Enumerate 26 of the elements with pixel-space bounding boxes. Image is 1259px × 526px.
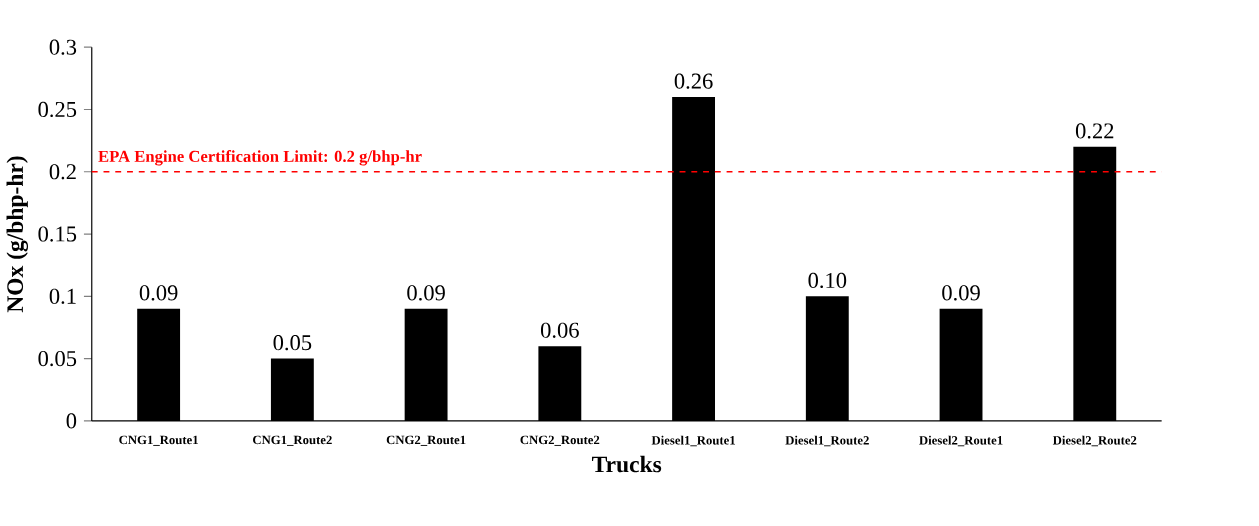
- y-tick-label: 0.2: [49, 164, 76, 180]
- y-tick-label: 0.1: [49, 288, 76, 304]
- data-label: 0.09: [407, 285, 445, 301]
- y-tick-label: 0: [66, 413, 77, 429]
- x-tick-label: Diesel1_Route1: [651, 435, 736, 447]
- x-tick-label: CNG1_Route1: [119, 435, 198, 446]
- data-label: 0.09: [139, 285, 178, 301]
- x-tick-label: CNG2_Route2: [520, 435, 600, 446]
- x-tick-label: Diesel2_Route2: [1052, 435, 1137, 447]
- data-label: 0.26: [674, 73, 713, 89]
- x-tick-label: CNG2_Route1: [386, 435, 466, 446]
- data-label: 0.09: [942, 285, 980, 301]
- x-tick-label: Diesel1_Route2: [785, 435, 869, 447]
- y-tick-label: 0.05: [38, 350, 77, 367]
- ref-line-label: EPA Engine Certification Limit: 0.2 g/bhp-hr: [98, 150, 422, 166]
- y-axis-title: NOx (g/bhp-hr): [6, 156, 29, 313]
- data-label: 0.10: [808, 272, 847, 289]
- y-tick-label: 0.15: [38, 226, 77, 242]
- x-axis-title: Trucks: [592, 455, 662, 473]
- y-tick-label: 0.25: [38, 101, 77, 118]
- y-tick-label: 0.3: [49, 39, 77, 55]
- data-label: 0.05: [273, 335, 312, 351]
- x-tick-label: Diesel2_Route1: [919, 435, 1003, 447]
- data-label: 0.06: [540, 322, 579, 338]
- x-tick-label: CNG1_Route2: [253, 435, 332, 446]
- data-label: 0.22: [1075, 123, 1114, 139]
